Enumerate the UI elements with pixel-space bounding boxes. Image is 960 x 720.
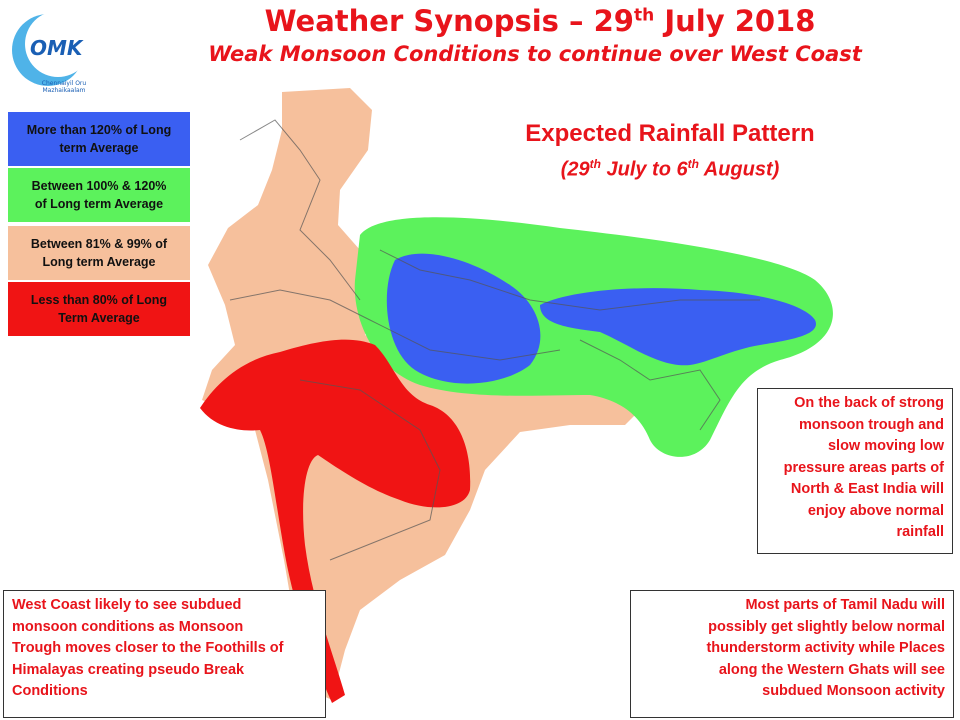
subtitle: Weak Monsoon Conditions to continue over… xyxy=(208,42,862,66)
note-line: North & East India will xyxy=(790,481,944,497)
note-line: along the Western Ghats will see xyxy=(718,661,945,678)
logo-crescent-cut xyxy=(25,11,91,77)
legend-label: Long term Average xyxy=(42,255,156,269)
legend-label: Term Average xyxy=(58,311,140,325)
note-line: possibly get slightly below normal xyxy=(708,618,945,635)
legend-label: term Average xyxy=(59,141,139,155)
legend-label: of Long term Average xyxy=(34,197,164,211)
note-line: monsoon conditions as Monsoon xyxy=(12,618,244,635)
boundary-lines xyxy=(229,119,760,561)
legend-label: More than 120% of Long xyxy=(26,123,172,137)
note-line: West Coast likely to see subdued xyxy=(12,597,242,613)
legend-label: Between 100% & 120% xyxy=(31,179,167,193)
note-line: Himalayas creating pseudo Break xyxy=(12,661,245,678)
blue-region xyxy=(386,253,541,384)
legend-label: Less than 80% of Long xyxy=(30,293,168,307)
note-line: thunderstorm activity while Places xyxy=(706,640,945,656)
note-line: pressure areas parts of xyxy=(783,459,944,476)
title-text: Weather Synopsis – 29 xyxy=(264,4,634,38)
note-box: West Coast likely to see subdued monsoon … xyxy=(3,590,326,718)
note-line: enjoy above normal xyxy=(807,502,944,519)
dates-sup: th xyxy=(589,157,601,171)
dates-text: July to 6 xyxy=(600,158,688,181)
blue-region xyxy=(540,288,816,366)
legend-label: Between 81% & 99% of xyxy=(30,237,168,251)
pattern-dates: (29th July to 6th August) xyxy=(470,157,870,182)
note-line: slow moving low xyxy=(827,438,944,454)
note-line: subdued Monsoon activity xyxy=(762,683,945,699)
title: Weather Synopsis – 29th July 2018 xyxy=(150,4,930,38)
dates-text: August) xyxy=(698,158,780,181)
logo-text: OMK xyxy=(30,36,83,60)
legend-item: Between 100% & 120% of Long term Average xyxy=(8,168,190,222)
note-box: Most parts of Tamil Nadu will possibly ge… xyxy=(630,590,954,718)
note-box: On the back of strong monsoon trough and s… xyxy=(757,388,953,554)
legend-item: Between 81% & 99% of Long term Average xyxy=(8,226,190,280)
title-sup: th xyxy=(633,5,655,26)
note-line: monsoon trough and xyxy=(799,416,944,433)
note-line: Most parts of Tamil Nadu will xyxy=(745,597,945,613)
logo-subtext: Chennaiyil Oru Mazhaikaalam xyxy=(41,80,87,94)
dates-text: (29 xyxy=(560,158,590,181)
note-line: On the back of strong xyxy=(794,395,944,411)
dates-sup: th xyxy=(687,157,699,171)
legend-item: Less than 80% of Long Term Average xyxy=(8,282,190,336)
legend-item: More than 120% of Long term Average xyxy=(8,112,190,166)
pattern-title: Expected Rainfall Pattern xyxy=(525,120,815,147)
note-line: rainfall xyxy=(896,524,944,540)
red-region xyxy=(200,339,471,703)
note-line: Trough moves closer to the Foothills of xyxy=(12,640,284,656)
title-text: July 2018 xyxy=(654,4,816,38)
note-line: Conditions xyxy=(12,683,88,699)
